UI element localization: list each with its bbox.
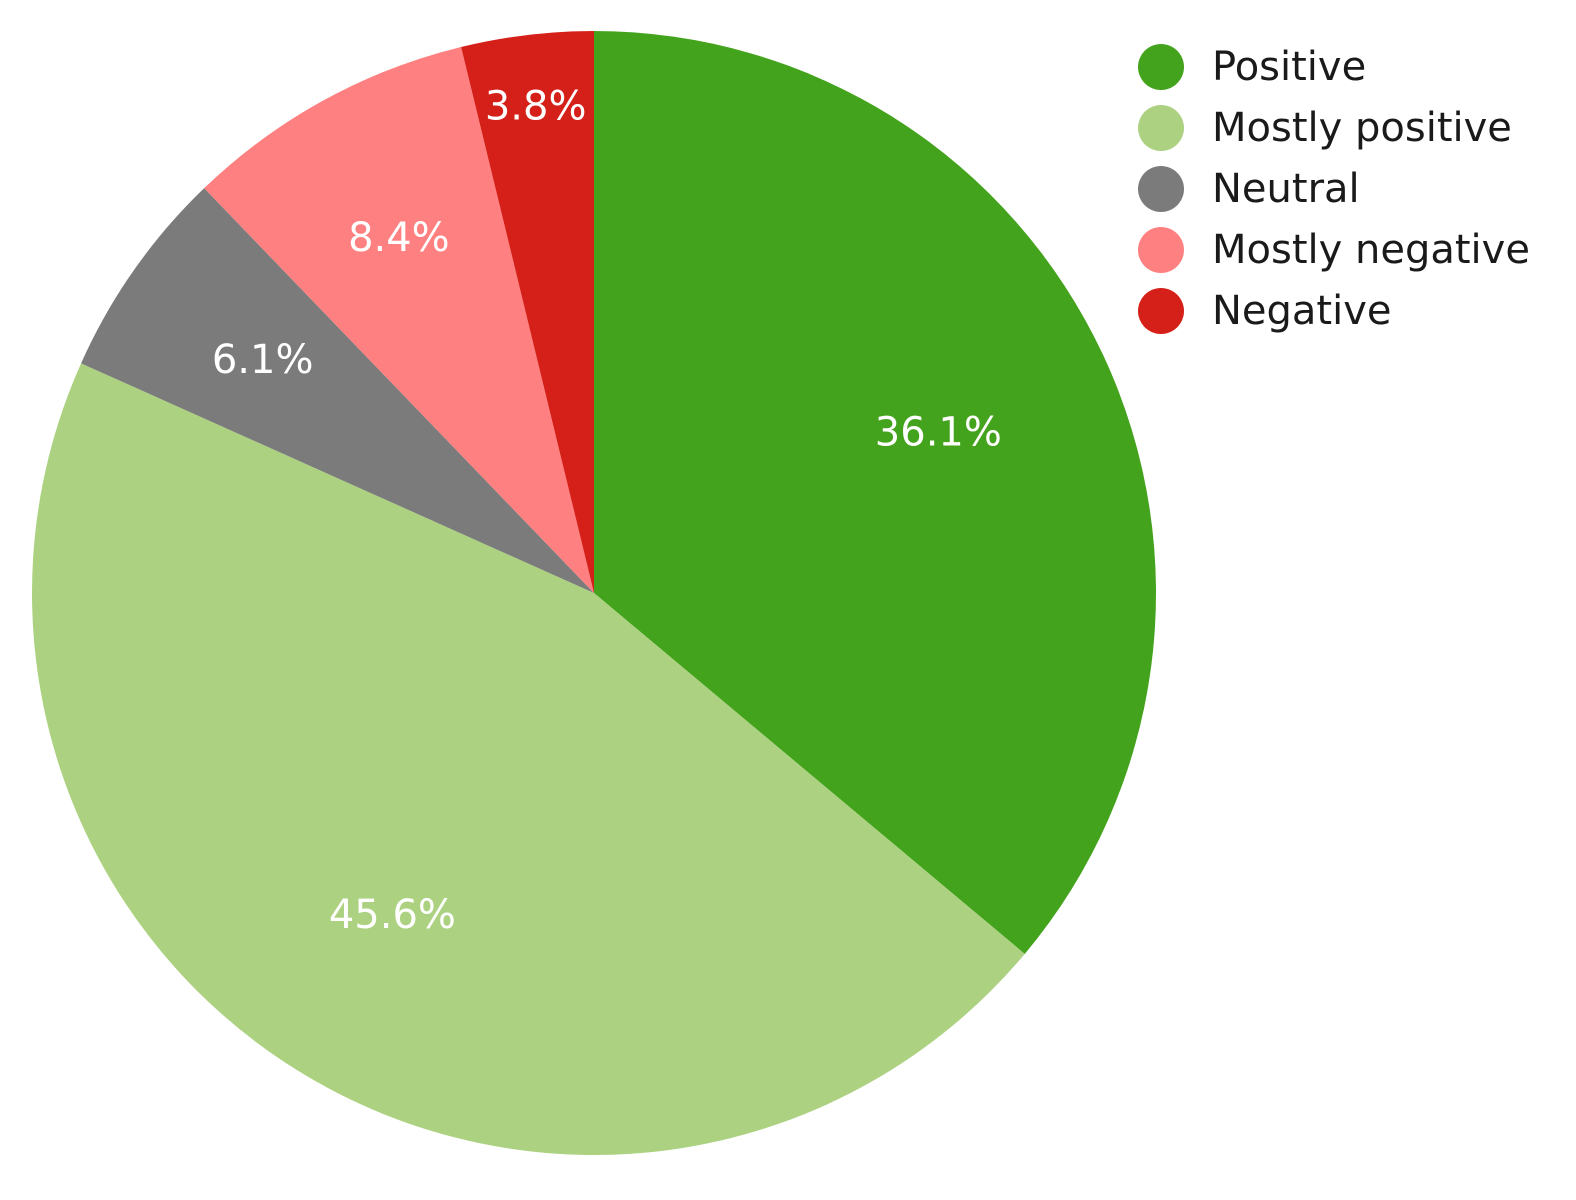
legend-item-neutral: Neutral [1138,158,1530,219]
legend-label-positive: Positive [1212,43,1367,90]
legend: Positive Mostly positive Neutral Mostly … [1138,36,1530,341]
legend-label-negative: Negative [1212,287,1392,334]
pie-slice-label-neutral: 6.1% [212,337,314,383]
legend-label-mostly-positive: Mostly positive [1212,104,1512,151]
pie-slice-label-positive: 36.1% [875,409,1002,455]
legend-swatch-positive [1138,43,1184,90]
pie-slice-positive [594,31,1157,954]
legend-swatch-neutral [1138,165,1184,212]
legend-label-mostly-negative: Mostly negative [1212,226,1530,273]
legend-label-neutral: Neutral [1212,165,1360,212]
pie-slice-mostly-positive [32,363,1025,1155]
legend-item-positive: Positive [1138,36,1530,97]
pie-slice-label-negative: 3.8% [485,83,587,129]
legend-item-mostly-negative: Mostly negative [1138,219,1530,280]
pie-slices [32,31,1157,1155]
pie-slice-negative [461,31,594,593]
pie-slice-labels: 36.1% 45.6% 6.1% 8.4% 3.8% [212,83,1002,938]
legend-item-negative: Negative [1138,280,1530,341]
legend-swatch-negative [1138,287,1184,334]
legend-swatch-mostly-positive [1138,104,1184,151]
pie-slice-label-mostly-negative: 8.4% [348,215,450,261]
pie-slice-label-mostly-positive: 45.6% [329,892,456,938]
pie-slice-neutral [81,188,595,593]
pie-slice-mostly-negative [204,46,594,593]
legend-item-mostly-positive: Mostly positive [1138,97,1530,158]
legend-swatch-mostly-negative [1138,226,1184,273]
